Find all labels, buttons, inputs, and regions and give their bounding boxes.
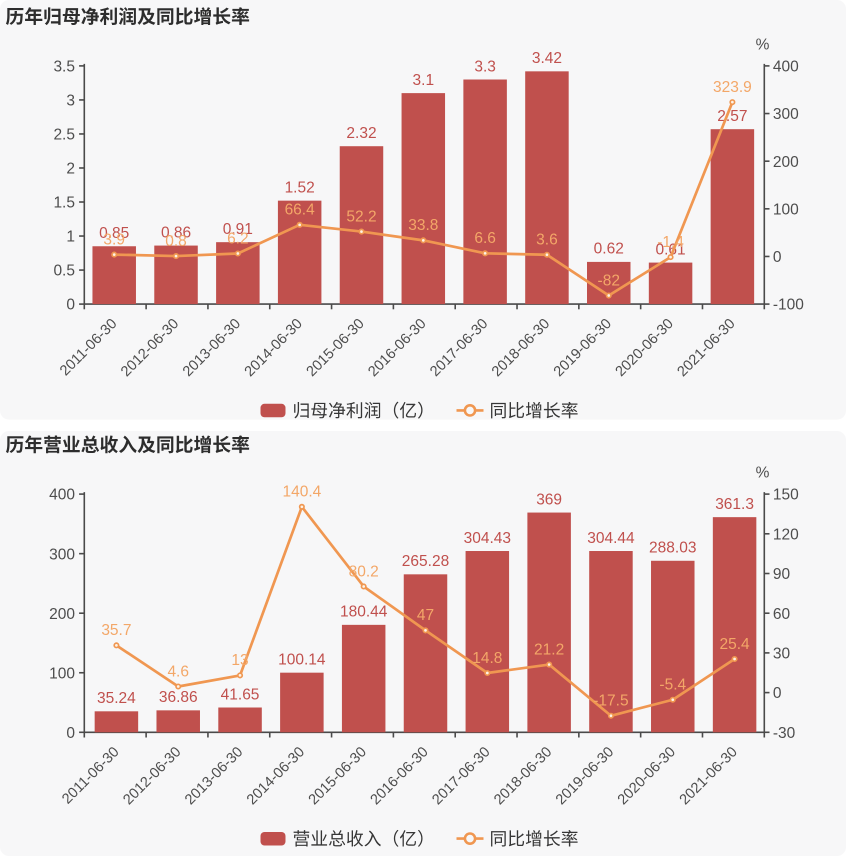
svg-text:1.5: 1.5 — [53, 195, 75, 212]
svg-text:52.2: 52.2 — [346, 208, 376, 225]
svg-text:100: 100 — [49, 665, 75, 682]
svg-text:0: 0 — [66, 297, 75, 314]
svg-text:-5.4: -5.4 — [659, 677, 686, 694]
svg-text:33.8: 33.8 — [408, 217, 438, 234]
svg-text:66.4: 66.4 — [285, 202, 316, 219]
svg-text:1.52: 1.52 — [285, 179, 315, 196]
svg-text:14.8: 14.8 — [472, 650, 502, 667]
svg-text:100: 100 — [773, 201, 799, 218]
svg-text:300: 300 — [49, 546, 75, 563]
svg-text:80.2: 80.2 — [349, 563, 379, 580]
svg-text:1: 1 — [66, 229, 75, 246]
svg-text:30: 30 — [773, 646, 791, 663]
svg-text:0: 0 — [66, 725, 75, 742]
svg-text:35.24: 35.24 — [97, 690, 136, 707]
svg-text:369: 369 — [536, 491, 562, 508]
svg-text:0.8: 0.8 — [165, 233, 187, 250]
svg-text:0.62: 0.62 — [594, 241, 624, 258]
svg-text:2.32: 2.32 — [346, 125, 376, 142]
svg-text:-82: -82 — [598, 272, 620, 289]
svg-text:25.4: 25.4 — [720, 636, 751, 653]
svg-text:-30: -30 — [773, 725, 796, 742]
svg-text:60: 60 — [773, 606, 791, 623]
svg-text:140.4: 140.4 — [282, 484, 321, 501]
svg-text:35.7: 35.7 — [101, 622, 131, 639]
svg-text:21.2: 21.2 — [534, 641, 564, 658]
svg-text:3.6: 3.6 — [536, 232, 558, 249]
svg-text:304.44: 304.44 — [587, 530, 635, 547]
svg-text:180.44: 180.44 — [340, 604, 388, 621]
svg-text:3.3: 3.3 — [474, 58, 496, 75]
svg-text:6.2: 6.2 — [227, 230, 249, 247]
svg-text:200: 200 — [773, 154, 799, 171]
svg-text:200: 200 — [49, 606, 75, 623]
svg-text:-17.5: -17.5 — [593, 693, 628, 710]
svg-text:-100: -100 — [773, 297, 804, 314]
svg-text:0.85: 0.85 — [99, 225, 129, 242]
svg-text:0: 0 — [773, 685, 782, 702]
svg-text:0.5: 0.5 — [53, 263, 75, 280]
svg-text:0.61: 0.61 — [655, 241, 685, 258]
svg-text:265.28: 265.28 — [402, 553, 449, 570]
svg-text:13: 13 — [231, 652, 248, 669]
svg-text:36.86: 36.86 — [159, 689, 198, 706]
svg-text:0: 0 — [773, 249, 782, 266]
svg-text:2: 2 — [66, 161, 75, 178]
svg-text:400: 400 — [773, 59, 799, 76]
svg-text:2.57: 2.57 — [717, 108, 747, 125]
svg-text:150: 150 — [773, 487, 799, 504]
svg-text:%: % — [756, 465, 770, 482]
svg-text:0.86: 0.86 — [161, 224, 191, 241]
svg-text:400: 400 — [49, 487, 75, 504]
svg-text:3.42: 3.42 — [532, 50, 562, 67]
svg-text:41.65: 41.65 — [221, 686, 260, 703]
svg-text:%: % — [756, 37, 770, 54]
svg-text:2.5: 2.5 — [53, 127, 75, 144]
svg-text:100.14: 100.14 — [278, 651, 326, 668]
svg-text:304.43: 304.43 — [464, 530, 511, 547]
svg-text:3.1: 3.1 — [413, 72, 435, 89]
svg-text:120: 120 — [773, 526, 799, 543]
svg-text:361.3: 361.3 — [715, 496, 754, 513]
svg-text:6.6: 6.6 — [474, 230, 496, 247]
svg-text:3.9: 3.9 — [103, 231, 125, 248]
svg-text:4.6: 4.6 — [167, 663, 189, 680]
svg-text:3: 3 — [66, 93, 75, 110]
svg-text:90: 90 — [773, 566, 791, 583]
svg-text:288.03: 288.03 — [649, 540, 696, 557]
svg-text:0.91: 0.91 — [223, 221, 253, 238]
svg-text:47: 47 — [417, 607, 434, 624]
svg-text:300: 300 — [773, 106, 799, 123]
svg-text:-1.4: -1.4 — [657, 234, 684, 251]
svg-text:3.5: 3.5 — [53, 59, 75, 76]
svg-text:323.9: 323.9 — [713, 79, 752, 96]
